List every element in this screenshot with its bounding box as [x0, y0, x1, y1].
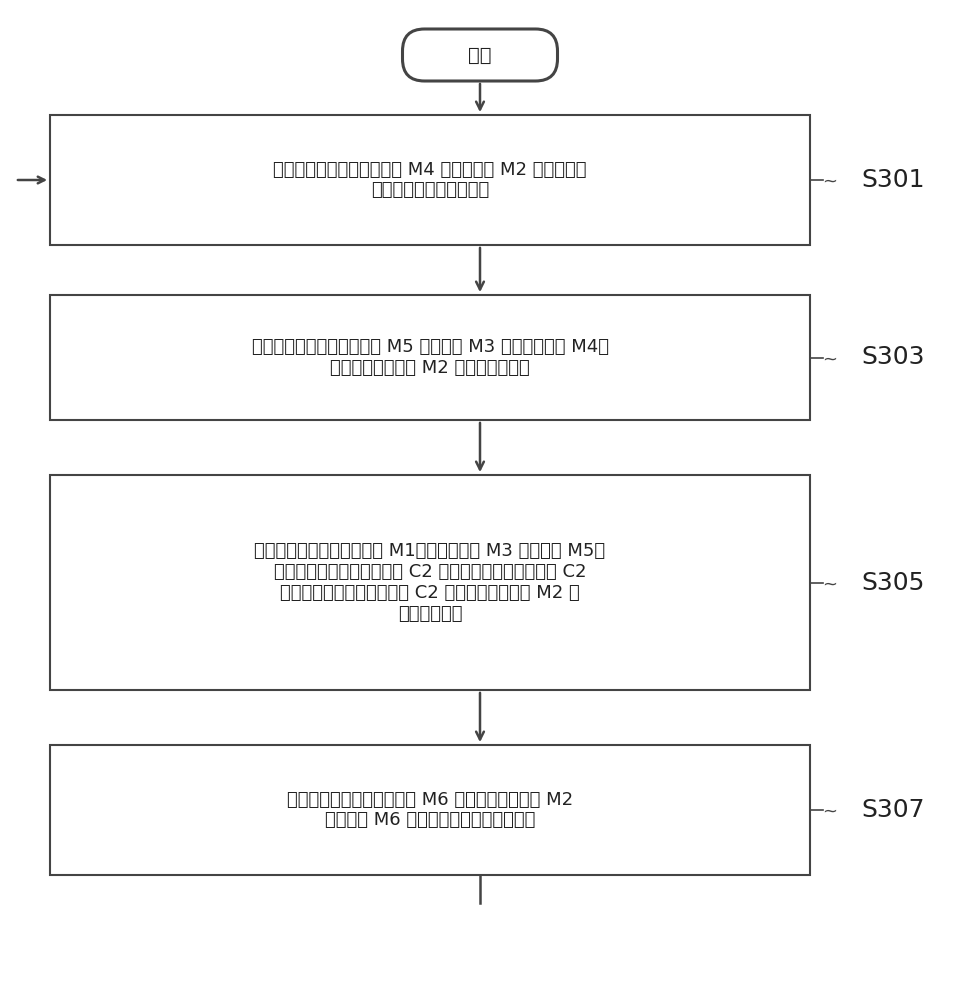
Text: 开始: 开始 [468, 45, 492, 64]
Text: 于第三阶段时，导通晶体管 M1、关闭晶体管 M3 与晶体管 M5，
以将数据讯号传送至电容器 C2 的第一端，并通过电容器 C2
的耦合设定电性连接电容器 C2: 于第三阶段时，导通晶体管 M1、关闭晶体管 M3 与晶体管 M5， 以将数据讯号… [254, 542, 605, 623]
Text: ~: ~ [823, 576, 837, 593]
Text: S305: S305 [861, 570, 924, 594]
Text: S303: S303 [861, 346, 924, 369]
Bar [50, 115, 810, 245]
Text: 于第二阶段时，导通晶体管 M5 与晶体管 M3 并关闭晶体管 M4，
以写入补偿晶体管 M2 临界电压的电位: 于第二阶段时，导通晶体管 M5 与晶体管 M3 并关闭晶体管 M4， 以写入补偿… [251, 338, 609, 377]
Text: 于第四阶段时，导通晶体管 M6 以通过流经晶体管 M2
与晶体管 M6 的电流驱动发光二极体点亮: 于第四阶段时，导通晶体管 M6 以通过流经晶体管 M2 与晶体管 M6 的电流驱… [287, 791, 573, 829]
Bar [50, 745, 810, 875]
Bar [50, 475, 810, 690]
FancyBboxPatch shape [403, 29, 557, 81]
Text: ~: ~ [823, 351, 837, 368]
Text: ~: ~ [823, 803, 837, 821]
Text: S301: S301 [861, 168, 924, 192]
Text: 于第一阶段时，导通晶体管 M4 以将晶体管 M2 的控制端的
电位拉低至第二参考电压: 于第一阶段时，导通晶体管 M4 以将晶体管 M2 的控制端的 电位拉低至第二参考… [273, 161, 587, 199]
Bar [50, 295, 810, 420]
Text: ~: ~ [823, 173, 837, 191]
Text: S307: S307 [861, 798, 924, 822]
